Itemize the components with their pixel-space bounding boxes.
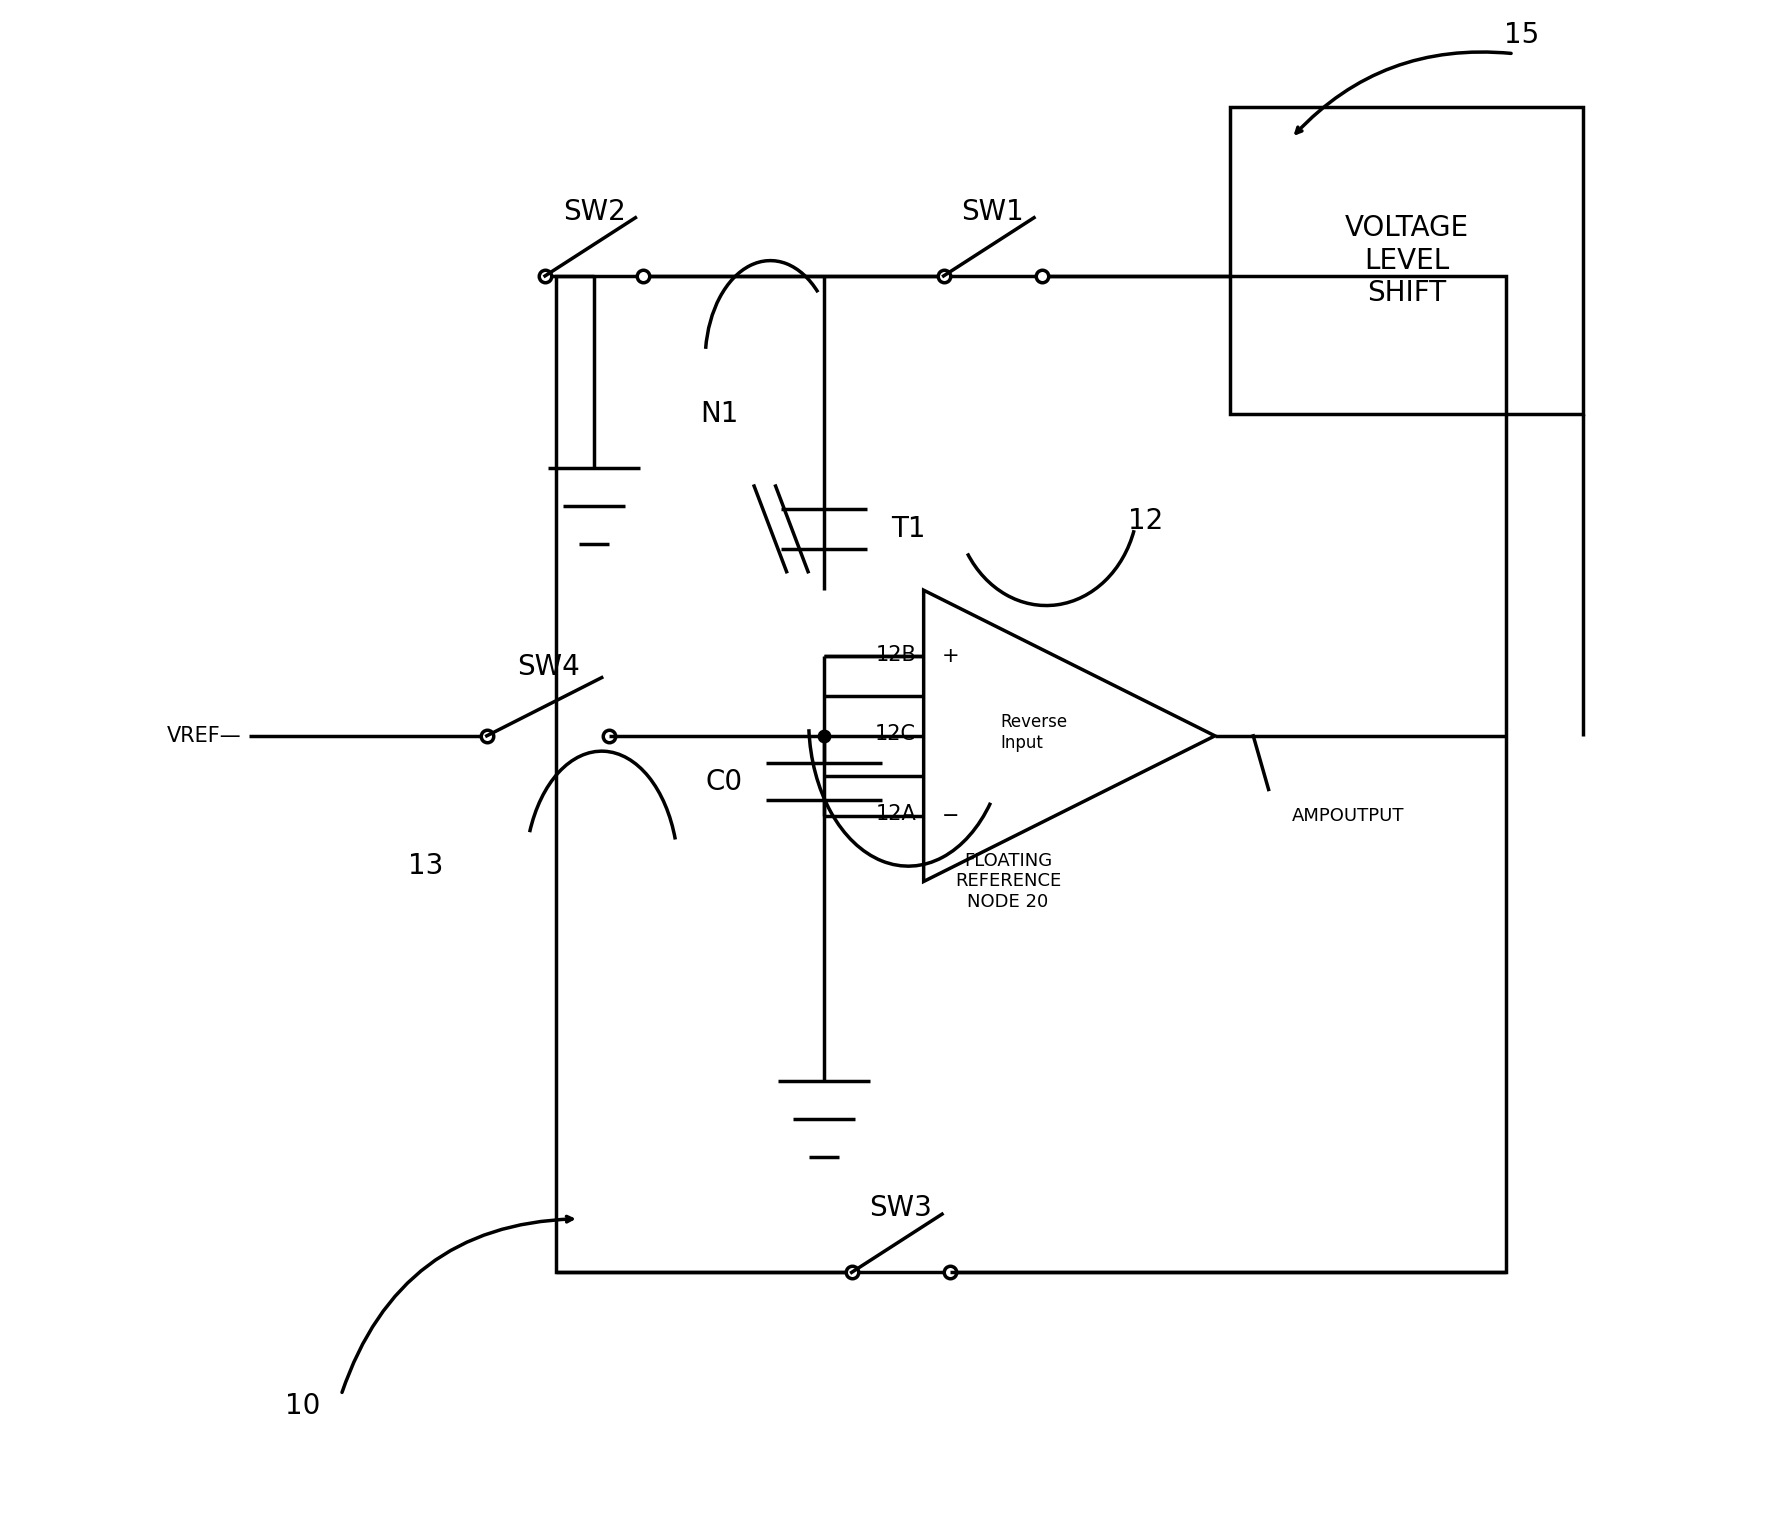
Text: FLOATING
REFERENCE
NODE 20: FLOATING REFERENCE NODE 20 xyxy=(956,852,1061,911)
Text: T1: T1 xyxy=(891,515,925,543)
Text: +: + xyxy=(941,645,959,667)
Bar xyxy=(555,276,1506,1272)
Text: AMPOUTPUT: AMPOUTPUT xyxy=(1291,806,1404,825)
Text: 15: 15 xyxy=(1504,21,1540,49)
Text: 12C: 12C xyxy=(875,724,916,745)
Text: −: − xyxy=(941,805,959,826)
Text: 12A: 12A xyxy=(875,803,916,825)
Text: SW2: SW2 xyxy=(563,198,625,225)
Text: SW3: SW3 xyxy=(870,1194,932,1222)
Text: VOLTAGE
LEVEL
SHIFT: VOLTAGE LEVEL SHIFT xyxy=(1345,215,1468,307)
Text: 12B: 12B xyxy=(875,644,916,665)
Text: VREF—: VREF— xyxy=(166,725,241,747)
Text: SW4: SW4 xyxy=(516,653,579,681)
Bar xyxy=(1231,107,1582,414)
Text: N1: N1 xyxy=(700,400,739,428)
Text: Reverse
Input: Reverse Input xyxy=(1000,713,1068,753)
Text: 13: 13 xyxy=(407,852,443,880)
Text: C0: C0 xyxy=(705,768,743,796)
Text: 12: 12 xyxy=(1129,507,1163,535)
Text: SW1: SW1 xyxy=(961,198,1023,225)
Text: 10: 10 xyxy=(286,1392,320,1420)
